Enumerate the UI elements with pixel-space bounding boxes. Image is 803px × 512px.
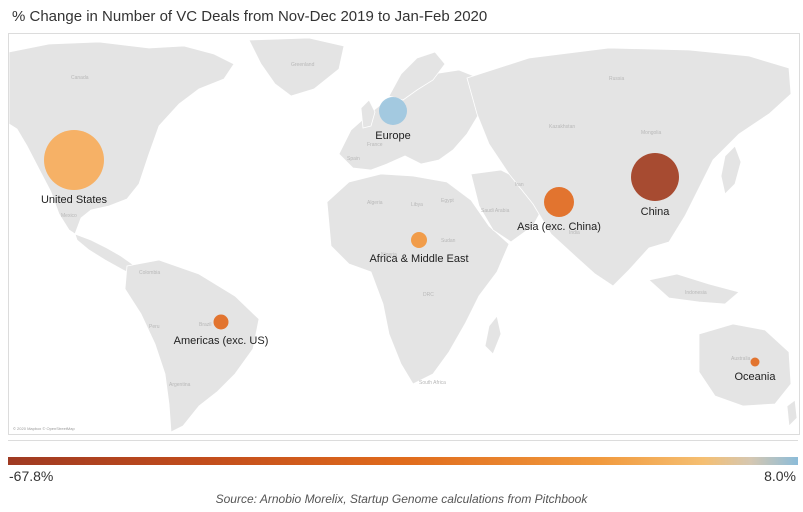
geo-label: Greenland bbox=[291, 62, 315, 68]
geo-label: Mongolia bbox=[641, 130, 662, 136]
geo-label: Canada bbox=[71, 75, 89, 81]
chart-title: % Change in Number of VC Deals from Nov-… bbox=[12, 8, 488, 25]
bubble-asia-exc-china[interactable]: Asia (exc. China) bbox=[517, 187, 601, 233]
geo-label: Peru bbox=[149, 324, 160, 330]
geo-label: DRC bbox=[423, 292, 434, 298]
bubbles[interactable]: United States Europe China Asia (exc. Ch… bbox=[41, 97, 776, 383]
geo-label: Nigeria bbox=[381, 252, 397, 258]
bubble-africa-middle-east[interactable]: Africa & Middle East bbox=[369, 232, 469, 265]
geo-label: South Africa bbox=[419, 380, 446, 386]
bubble-oceania[interactable]: Oceania bbox=[735, 357, 777, 384]
landmass-sea-islands bbox=[648, 273, 740, 305]
region-label-africa-middle-east: Africa & Middle East bbox=[369, 253, 468, 265]
world-map[interactable]: Canada Greenland Mexico Brazil Peru Colo… bbox=[8, 33, 800, 435]
bubble-marker-icon[interactable] bbox=[631, 153, 679, 201]
region-label-europe: Europe bbox=[375, 130, 410, 142]
landmass-south-america bbox=[124, 259, 260, 433]
landmass-japan bbox=[720, 145, 742, 195]
landmass-madagascar bbox=[484, 315, 502, 355]
geo-label: Australia bbox=[731, 356, 751, 362]
landmass-uk bbox=[360, 99, 376, 129]
landmass-australia bbox=[698, 323, 792, 407]
geo-label: Brazil bbox=[199, 322, 212, 328]
geo-label: Colombia bbox=[139, 270, 160, 276]
landmass-greenland bbox=[248, 37, 345, 97]
map-attribution: © 2020 Mapbox © OpenStreetMap bbox=[13, 426, 75, 431]
geo-label: Kazakhstan bbox=[549, 124, 575, 130]
bubble-marker-icon[interactable] bbox=[44, 130, 104, 190]
map-canvas: Canada Greenland Mexico Brazil Peru Colo… bbox=[9, 34, 799, 434]
bubble-china[interactable]: China bbox=[631, 153, 679, 218]
region-label-china: China bbox=[641, 206, 671, 218]
geo-label: Russia bbox=[609, 76, 625, 82]
color-legend: -67.8% 8.0% bbox=[8, 440, 798, 484]
source-note: Source: Arnobio Morelix, Startup Genome … bbox=[215, 492, 588, 506]
geo-label: Algeria bbox=[367, 200, 383, 206]
legend-max-label: 8.0% bbox=[764, 468, 796, 484]
bubble-marker-icon[interactable] bbox=[411, 232, 427, 248]
geo-label: Argentina bbox=[169, 382, 191, 388]
landmass-new-zealand bbox=[786, 399, 798, 427]
geo-label: Saudi Arabia bbox=[481, 208, 510, 214]
bubble-marker-icon[interactable] bbox=[213, 314, 229, 330]
bubble-united-states[interactable]: United States bbox=[41, 130, 108, 206]
region-label-americas: Americas (exc. US) bbox=[174, 335, 269, 347]
geo-label: Indonesia bbox=[685, 290, 707, 296]
bubble-americas-exc-us[interactable]: Americas (exc. US) bbox=[174, 314, 269, 348]
landmass-scandinavia bbox=[388, 51, 446, 101]
bubble-marker-icon[interactable] bbox=[750, 357, 760, 367]
landmass-africa bbox=[326, 173, 510, 385]
region-label-united-states: United States bbox=[41, 194, 108, 206]
landmass-asia bbox=[466, 47, 792, 287]
geo-labels: Canada Greenland Mexico Brazil Peru Colo… bbox=[61, 62, 751, 388]
geo-label: Spain bbox=[347, 156, 360, 162]
bubble-europe[interactable]: Europe bbox=[375, 97, 411, 142]
geo-label: India bbox=[569, 230, 580, 236]
bubble-marker-icon[interactable] bbox=[544, 187, 574, 217]
geo-label: Mexico bbox=[61, 213, 77, 219]
geo-label: Sudan bbox=[441, 238, 456, 244]
geo-label: Libya bbox=[411, 202, 423, 208]
color-scale-bar bbox=[8, 457, 798, 465]
region-label-asia: Asia (exc. China) bbox=[517, 221, 601, 233]
geo-label: Iran bbox=[515, 182, 524, 188]
legend-min-label: -67.8% bbox=[9, 468, 54, 484]
geo-label: Egypt bbox=[441, 198, 454, 204]
geo-label: France bbox=[367, 142, 383, 148]
region-label-oceania: Oceania bbox=[735, 371, 777, 383]
bubble-marker-icon[interactable] bbox=[379, 97, 407, 125]
